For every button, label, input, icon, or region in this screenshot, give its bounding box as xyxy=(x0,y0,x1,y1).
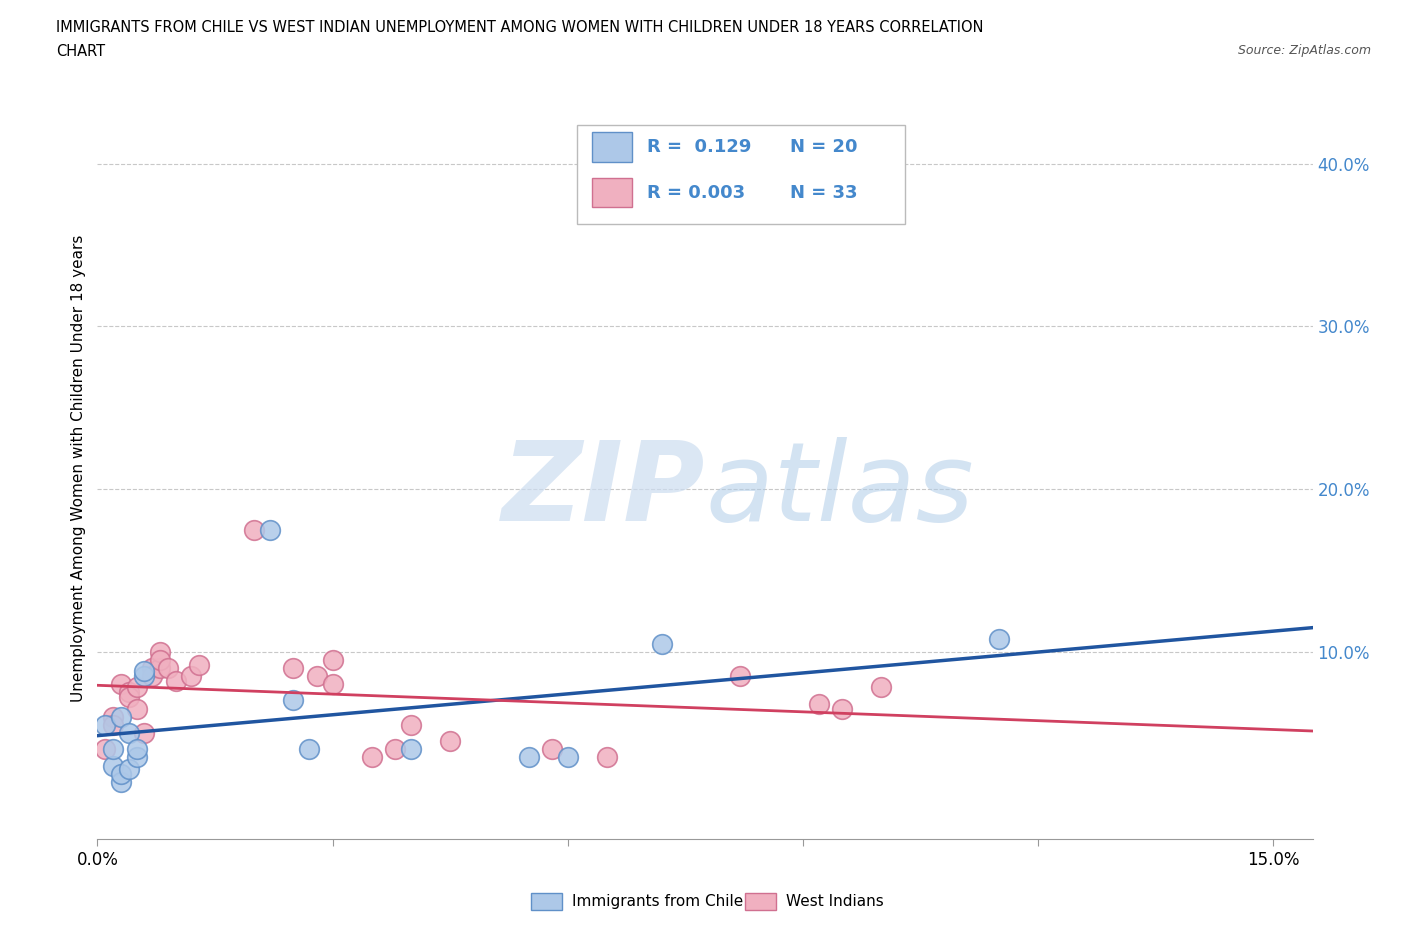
Point xyxy=(399,742,422,757)
Point xyxy=(149,644,172,659)
Text: N = 33: N = 33 xyxy=(790,184,858,202)
Point xyxy=(987,631,1010,646)
Point xyxy=(118,690,141,705)
Text: R =  0.129: R = 0.129 xyxy=(647,138,751,156)
Point xyxy=(384,742,406,757)
Text: West Indians: West Indians xyxy=(786,894,884,909)
Y-axis label: Unemployment Among Women with Children Under 18 years: Unemployment Among Women with Children U… xyxy=(72,235,86,702)
Point xyxy=(125,750,148,764)
Text: IMMIGRANTS FROM CHILE VS WEST INDIAN UNEMPLOYMENT AMONG WOMEN WITH CHILDREN UNDE: IMMIGRANTS FROM CHILE VS WEST INDIAN UNE… xyxy=(56,20,984,35)
Point xyxy=(101,710,124,724)
Point xyxy=(101,742,124,757)
Point xyxy=(156,660,179,675)
Point xyxy=(807,697,830,711)
Point xyxy=(360,750,382,764)
Point xyxy=(188,658,211,672)
Point xyxy=(651,636,673,651)
Point xyxy=(517,750,540,764)
Point xyxy=(322,652,344,667)
Point xyxy=(134,725,156,740)
Text: N = 20: N = 20 xyxy=(790,138,858,156)
Point xyxy=(870,680,893,695)
Point xyxy=(439,734,461,749)
Point xyxy=(94,742,117,757)
Point xyxy=(322,677,344,692)
Point xyxy=(149,660,172,675)
Point xyxy=(165,673,187,688)
Point xyxy=(149,652,172,667)
Point xyxy=(101,717,124,732)
Point xyxy=(94,717,117,732)
Text: Immigrants from Chile: Immigrants from Chile xyxy=(572,894,744,909)
Point xyxy=(243,523,266,538)
Point xyxy=(110,766,132,781)
Point xyxy=(298,742,321,757)
Point xyxy=(134,669,156,684)
Point xyxy=(118,725,141,740)
Text: Source: ZipAtlas.com: Source: ZipAtlas.com xyxy=(1237,44,1371,57)
Point xyxy=(141,669,163,684)
Point xyxy=(125,680,148,695)
Point xyxy=(141,660,163,675)
Point xyxy=(118,762,141,777)
Point xyxy=(125,742,148,757)
Text: CHART: CHART xyxy=(56,44,105,59)
Point xyxy=(541,742,564,757)
Point xyxy=(110,775,132,790)
FancyBboxPatch shape xyxy=(592,178,633,207)
Point xyxy=(101,758,124,773)
Point xyxy=(283,660,305,675)
Point xyxy=(831,701,853,716)
FancyBboxPatch shape xyxy=(578,125,905,224)
FancyBboxPatch shape xyxy=(592,132,633,162)
Point xyxy=(125,701,148,716)
Point xyxy=(118,684,141,699)
Text: atlas: atlas xyxy=(704,437,973,544)
Point xyxy=(305,669,328,684)
Point xyxy=(110,677,132,692)
Point xyxy=(283,693,305,708)
Point xyxy=(259,523,281,538)
Text: R = 0.003: R = 0.003 xyxy=(647,184,745,202)
Point xyxy=(728,669,751,684)
Point xyxy=(180,669,202,684)
Point xyxy=(596,750,619,764)
Point xyxy=(110,710,132,724)
Point xyxy=(399,717,422,732)
Text: ZIP: ZIP xyxy=(502,437,704,544)
Point xyxy=(134,664,156,679)
Point xyxy=(557,750,579,764)
